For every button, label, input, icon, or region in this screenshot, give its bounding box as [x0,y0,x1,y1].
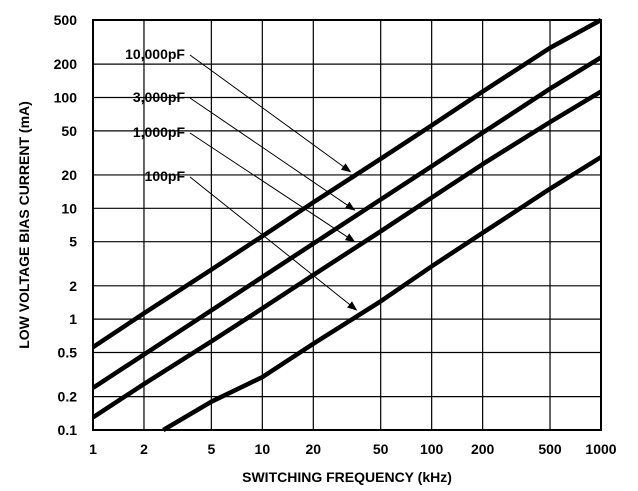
x-tick-label: 5 [207,441,215,457]
annotation-arrow [189,176,358,311]
series-annotation: 3,000pF [133,89,186,105]
series-line [91,89,603,420]
x-tick-label: 2 [140,441,148,457]
x-axis-label: SWITCHING FREQUENCY (kHz) [242,469,452,485]
x-tick-label: 500 [538,441,562,457]
plot-frame [92,19,602,431]
x-tick-label: 200 [471,441,495,457]
y-tick-labels: 0.1 0.2 0.5 1 2 5 10 20 50 100 200 500 [54,12,78,438]
y-tick-label: 500 [54,12,78,28]
y-axis-label: LOW VOLTAGE BIAS CURRENT (mA) [16,101,32,349]
x-tick-label: 1 [89,441,97,457]
series-annotation: 10,000pF [125,46,185,62]
x-tick-label: 100 [420,441,444,457]
series-annotation: 100pF [145,168,186,184]
y-tick-label: 5 [69,234,77,250]
y-tick-label: 0.1 [58,422,78,438]
x-tick-label: 50 [373,441,389,457]
y-tick-label: 2 [69,278,77,294]
y-tick-label: 0.2 [58,389,78,405]
y-tick-label: 100 [54,89,78,105]
x-tick-label: 1000 [585,441,616,457]
y-tick-label: 10 [61,200,77,216]
y-tick-label: 0.5 [58,345,78,361]
y-tick-label: 20 [61,167,77,183]
y-tick-label: 1 [69,311,77,327]
annotation-arrow [189,132,356,243]
series-line [91,55,603,390]
x-tick-labels: 1 2 5 10 20 50 100 200 500 1000 [89,441,617,457]
x-tick-label: 10 [255,441,271,457]
y-tick-label: 200 [54,56,78,72]
annotation-arrow [189,54,352,173]
annotation-arrow [189,97,356,211]
y-tick-label: 50 [61,123,77,139]
series-annotation: 1,000pF [133,124,186,140]
series-layer [91,18,603,432]
x-tick-label: 20 [306,441,322,457]
annotation-layer: 10,000pF 3,000pF 1,000pF 100pF [125,46,358,311]
series-line [91,18,603,349]
series-line [162,155,603,432]
